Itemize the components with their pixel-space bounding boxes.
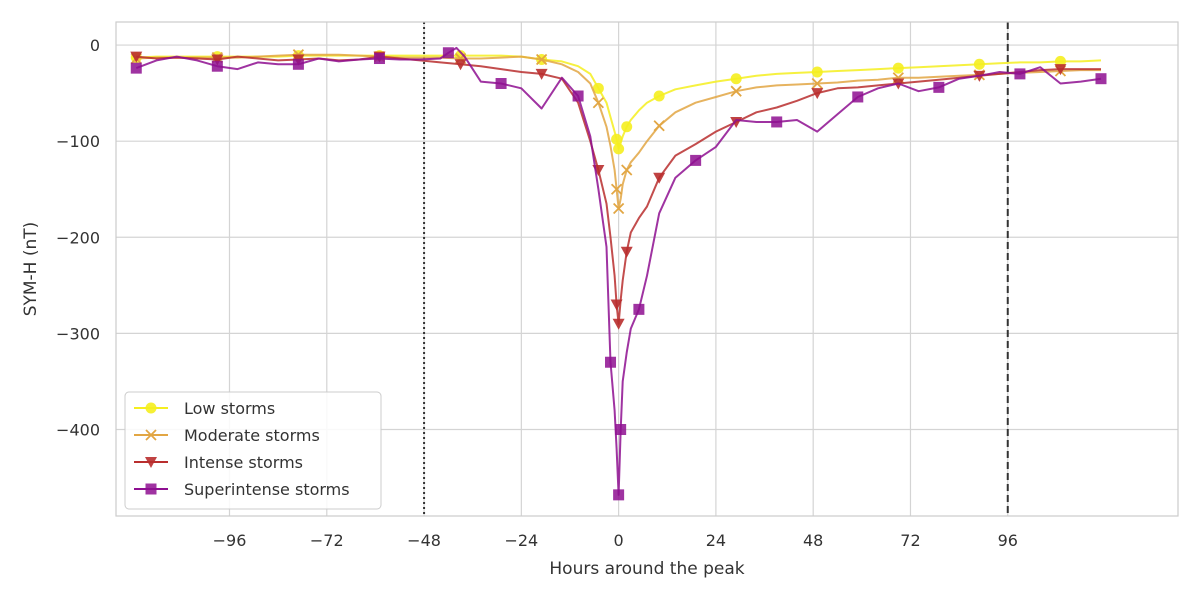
grid <box>116 22 1178 516</box>
intense-storms-point <box>130 51 143 63</box>
superintense-storms-point <box>633 303 645 315</box>
intense-storms-point <box>620 246 633 258</box>
superintense-storms-point <box>442 47 454 59</box>
legend-marker <box>145 457 157 468</box>
x-tick-label: −72 <box>310 531 344 550</box>
legend-box <box>124 391 382 510</box>
intense-storms-point <box>811 88 824 100</box>
superintense-storms-point <box>495 78 507 90</box>
low-storms-point <box>973 58 985 70</box>
x-tick-label: 48 <box>803 531 823 550</box>
moderate-storms-point <box>535 53 548 66</box>
reference-lines <box>423 22 1009 516</box>
superintense-storms-point <box>613 489 625 501</box>
low-storms-series <box>130 50 1102 155</box>
superintense-storms-point <box>771 116 783 128</box>
moderate-storms-point <box>610 183 623 195</box>
moderate-storms-point <box>653 120 665 132</box>
superintense-storms-point <box>292 58 304 70</box>
x-axis-label: Hours around the peak <box>549 559 744 579</box>
plot-frame <box>115 21 1179 517</box>
legend-marker <box>145 429 157 441</box>
legend-marker <box>145 402 157 414</box>
low-storms-point <box>892 62 904 74</box>
superintense-storms-point <box>211 60 223 72</box>
y-axis-label: SYM-H (nT) <box>21 222 41 317</box>
intense-storms-point <box>211 54 224 66</box>
low-storms-point <box>811 66 823 78</box>
x-tick-label: 96 <box>998 531 1018 550</box>
moderate-storms-point <box>621 164 633 176</box>
low-storms-point <box>592 82 604 94</box>
superintense-storms-series <box>130 46 1107 501</box>
moderate-storms-point <box>612 202 625 215</box>
legend-label-moderate-storms: Moderate storms <box>184 426 320 445</box>
legend-label-low-storms: Low storms <box>184 399 275 418</box>
intense-storms-point <box>535 68 548 80</box>
superintense-storms-point <box>852 91 864 103</box>
x-axis-ticks: −96 −72 −48 −24 0 24 48 72 96 <box>213 531 1018 550</box>
x-tick-label: −24 <box>504 531 538 550</box>
superintense-storms-line <box>135 46 1102 496</box>
superintense-storms-point <box>615 424 627 436</box>
superintense-storms-point <box>605 356 617 368</box>
low-storms-point <box>611 133 623 145</box>
y-tick-label: −100 <box>56 132 100 151</box>
legend-label-intense-storms: Intense storms <box>184 453 303 472</box>
x-tick-label: 24 <box>706 531 726 550</box>
legend-label-superintense-storms: Superintense storms <box>184 480 350 499</box>
superintense-storms-point <box>933 81 945 93</box>
moderate-storms-point <box>592 97 604 109</box>
legend-marker <box>145 483 157 495</box>
low-storms-point <box>653 90 665 102</box>
y-tick-label: −400 <box>56 421 100 440</box>
y-axis-ticks: 0 −100 −200 −300 −400 <box>56 36 100 439</box>
low-storms-point <box>730 73 742 85</box>
x-tick-label: 72 <box>900 531 920 550</box>
intense-storms-point <box>612 318 625 330</box>
intense-storms-point <box>653 172 666 184</box>
y-tick-label: 0 <box>90 36 100 55</box>
superintense-storms-point <box>373 53 385 65</box>
low-storms-point <box>621 121 633 133</box>
superintense-storms-point <box>130 62 142 74</box>
series-layer <box>130 46 1107 501</box>
moderate-storms-point <box>730 85 742 97</box>
x-tick-label: −48 <box>407 531 441 550</box>
low-storms-point <box>613 143 625 155</box>
x-tick-label: −96 <box>213 531 247 550</box>
intense-storms-point <box>610 299 623 311</box>
superintense-storms-point <box>1095 73 1107 85</box>
moderate-storms-point <box>811 77 823 90</box>
intense-storms-point <box>454 59 467 71</box>
x-tick-label: 0 <box>614 531 624 550</box>
superintense-storms-point <box>572 90 584 102</box>
legend: Low storms Moderate storms Intense storms S… <box>124 391 382 510</box>
y-tick-label: −200 <box>56 228 100 247</box>
y-tick-label: −300 <box>56 324 100 343</box>
moderate-storms-series <box>130 49 1101 215</box>
intense-storms-point <box>1054 64 1067 76</box>
superintense-storms-point <box>690 154 702 166</box>
superintense-storms-point <box>1014 68 1026 80</box>
